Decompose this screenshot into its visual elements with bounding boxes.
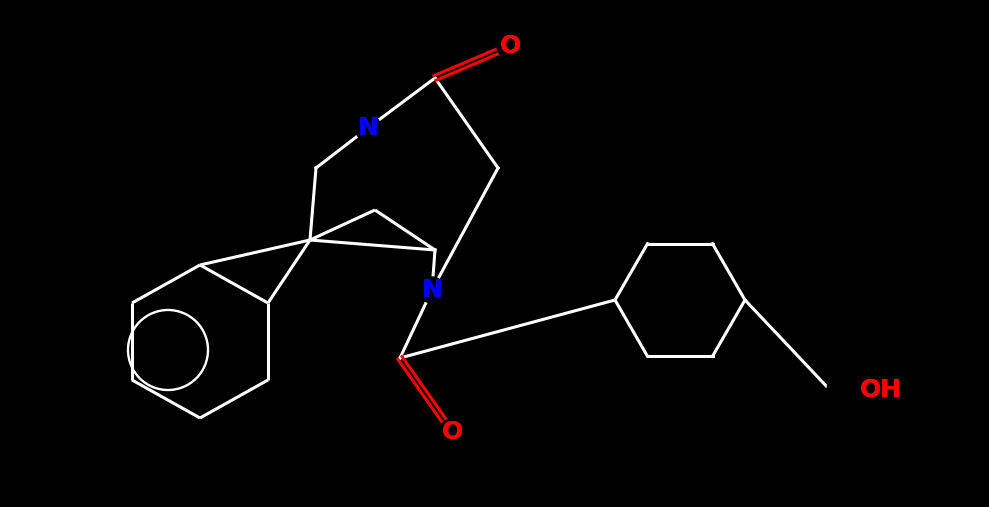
Text: N: N (421, 278, 442, 302)
Text: OH: OH (860, 378, 902, 402)
Text: O: O (441, 420, 463, 444)
Text: N: N (421, 278, 442, 302)
Text: N: N (358, 116, 379, 140)
Text: O: O (499, 34, 520, 58)
Text: O: O (441, 420, 463, 444)
Text: OH: OH (860, 378, 902, 402)
Text: OH: OH (860, 378, 902, 402)
Text: N: N (358, 116, 379, 140)
Circle shape (419, 277, 445, 303)
Circle shape (355, 115, 381, 141)
Text: O: O (499, 34, 520, 58)
Circle shape (827, 372, 863, 408)
Circle shape (497, 33, 523, 59)
Circle shape (439, 419, 465, 445)
